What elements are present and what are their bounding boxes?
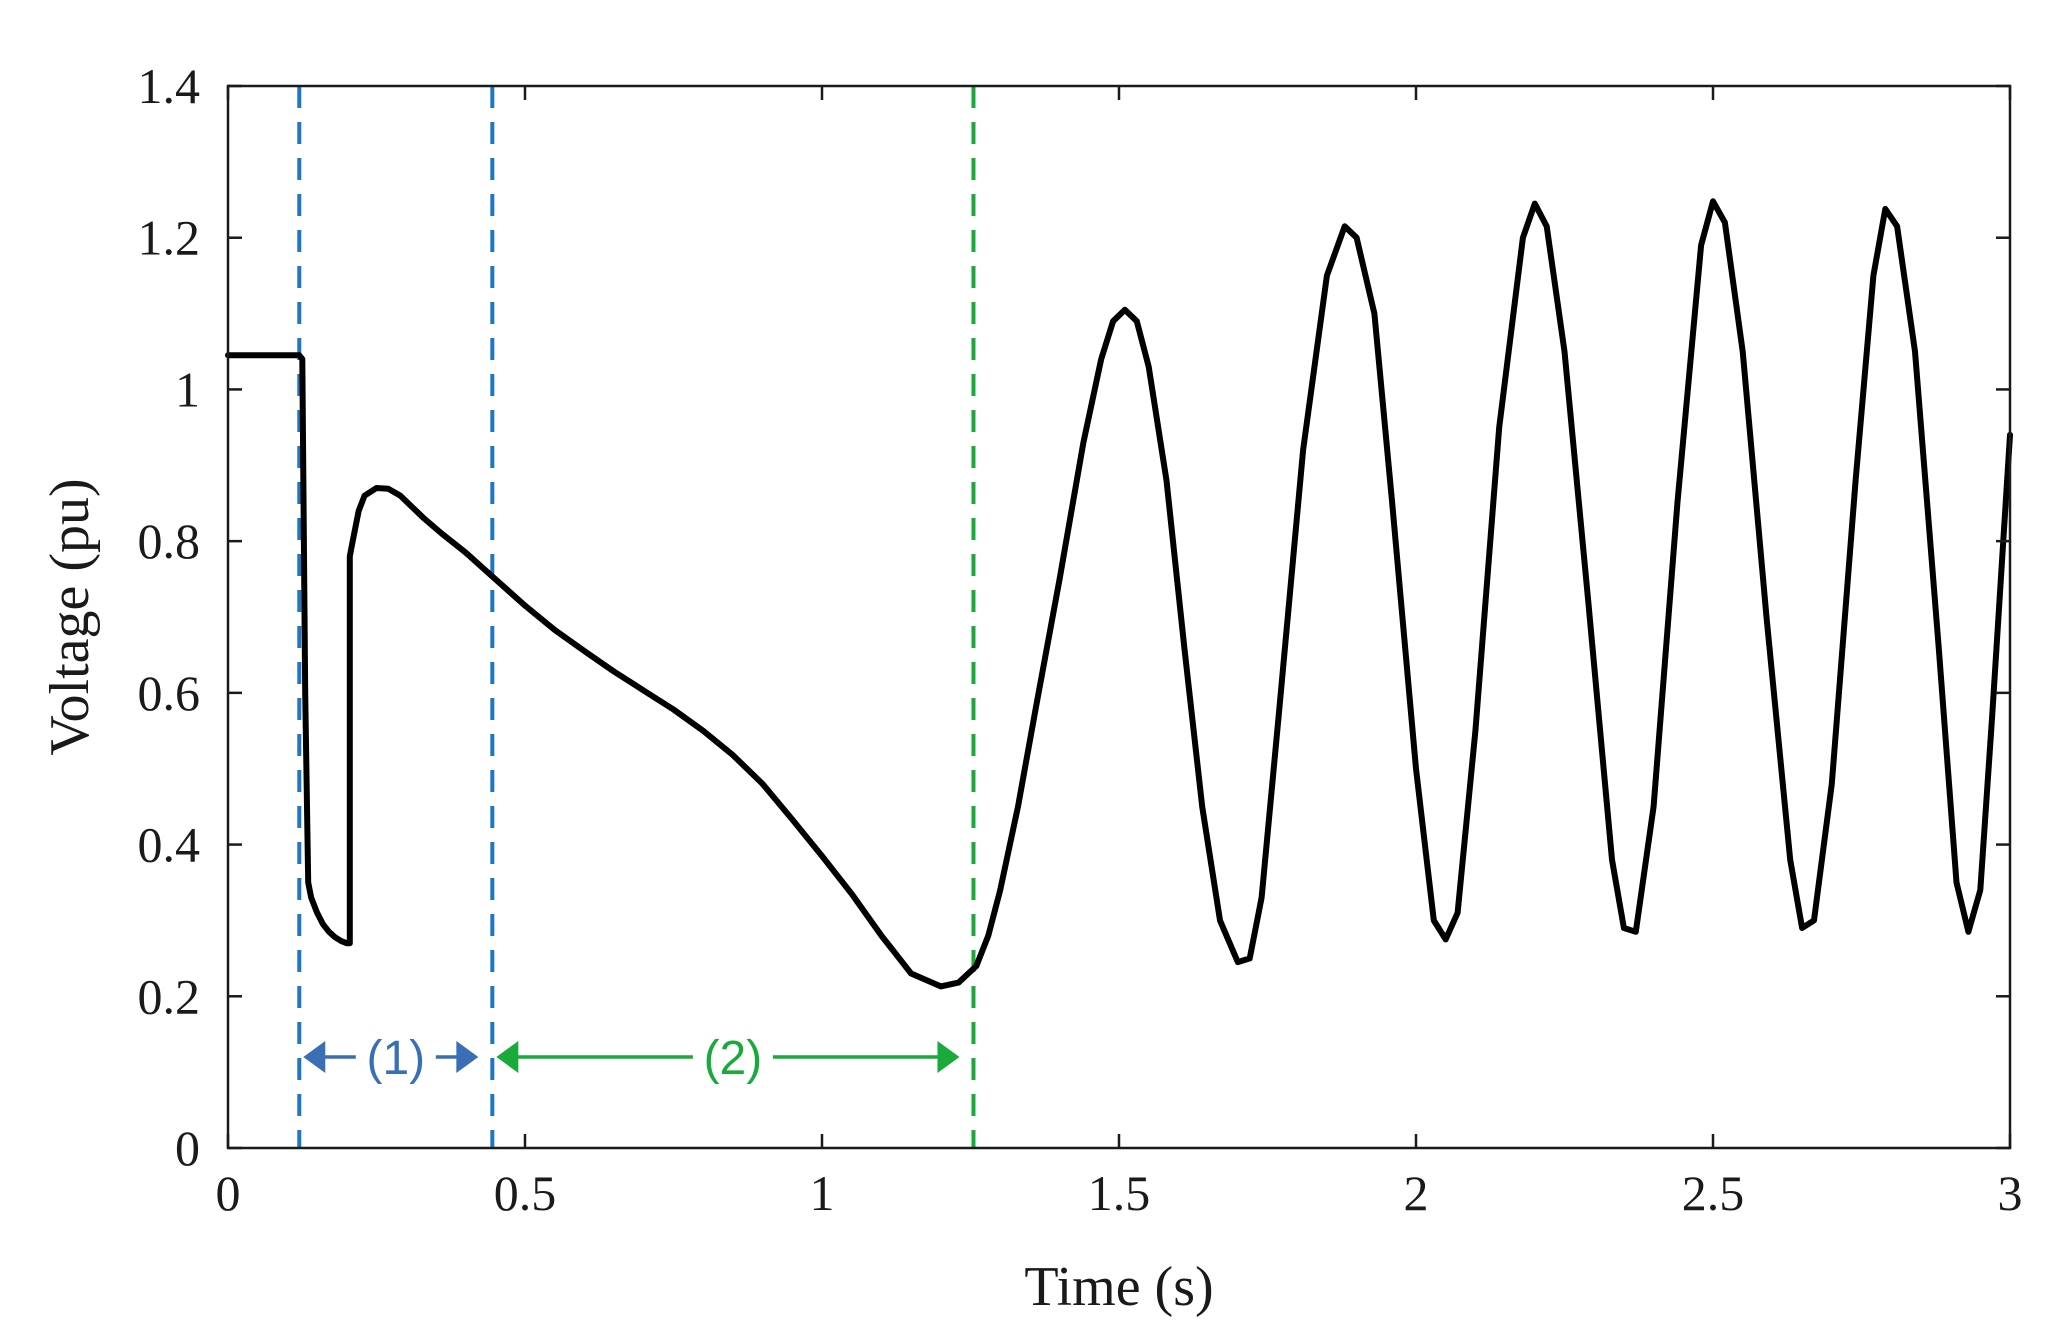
y-tick-label: 1	[175, 361, 200, 417]
x-tick-label: 1.5	[1088, 1165, 1151, 1221]
x-tick-label: 2	[1404, 1165, 1429, 1221]
y-axis-title: Voltage (pu)	[39, 478, 101, 755]
x-axis-title: Time (s)	[1024, 1256, 1213, 1318]
y-tick-label: 1.4	[138, 58, 201, 114]
y-tick-label: 0.6	[138, 665, 201, 721]
phase-annotation: (1)	[303, 1032, 479, 1085]
vline-layer	[297, 86, 976, 1148]
voltage-series-line	[225, 198, 2013, 990]
annotation-layer: (1) (2)	[303, 1032, 960, 1085]
y-tick-label: 0.8	[138, 513, 201, 569]
y-tick-label: 0.4	[138, 817, 201, 873]
phase-annotation: (2)	[496, 1032, 960, 1085]
x-tick-label: 1	[810, 1165, 835, 1221]
annotation-arrowhead-left	[496, 1040, 519, 1073]
tick-layer: 0 0.5 1 1.5 2 2.5 3 0 0.2 0.4 0.6 0.8 1 1.2 1.4	[138, 58, 2023, 1221]
series-layer	[225, 198, 2013, 990]
annotation-label: (1)	[366, 1032, 425, 1085]
y-tick-label: 0.2	[138, 968, 201, 1024]
annotation-arrowhead-right	[456, 1040, 479, 1073]
x-tick-label: 3	[1998, 1165, 2023, 1221]
x-tick-label: 0	[216, 1165, 241, 1221]
y-tick-label: 0	[175, 1120, 200, 1176]
y-tick-label: 1.2	[138, 210, 201, 266]
plot-frame	[226, 84, 2012, 1150]
x-tick-label: 2.5	[1682, 1165, 1745, 1221]
annotation-label: (2)	[704, 1032, 763, 1085]
annotation-arrowhead-left	[303, 1040, 326, 1073]
x-tick-label: 0.5	[494, 1165, 557, 1221]
annotation-arrowhead-right	[937, 1040, 960, 1073]
